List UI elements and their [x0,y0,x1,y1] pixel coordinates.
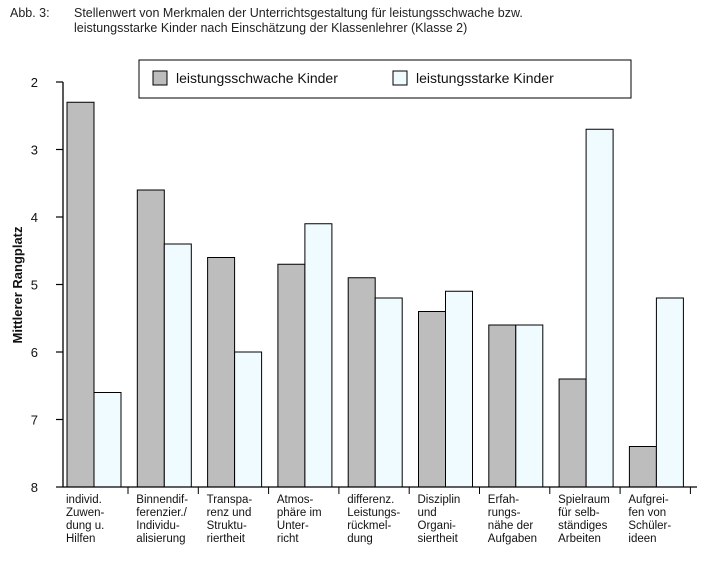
x-tick-label-line: siertheit [418,533,459,545]
x-axis-tick-labels: individ. Zuwen-dung u. Hilfen Binnendif-fer… [66,487,691,545]
x-tick-label-line: dung u. [66,520,104,532]
figure-label: Abb. 3: [10,6,50,20]
x-tick-label: Erfah-rungs-nähe der Aufgaben [488,494,537,545]
legend-swatch-weak [152,70,168,86]
x-tick-label-line: Organi- [418,520,457,532]
bar-strong [374,297,403,488]
legend: leistungsschwache Kinder leistungsstarke… [138,59,632,99]
bar-strong [655,297,684,488]
y-tick-label: 2 [31,75,38,90]
x-tick-label-line: ständiges [558,520,607,532]
x-tick-label-line: Schüler- [628,520,671,532]
x-tick-label-line: und [418,507,437,519]
x-tick-label: Transpa-renz und Struktu-riertheit [207,494,253,545]
legend-label-strong: leistungsstarke Kinder [416,70,554,86]
y-axis-label: Mittlerer Rangplatz [10,226,25,344]
x-tick-label: Binnendif-ferenzier./Individu-alisierung [136,494,188,545]
x-tick-label-line: richt [277,533,300,545]
bar-weak [488,324,517,488]
x-tick-label-line: Zuwen- [66,507,105,519]
y-axis-ticks: 2 3 4 5 6 7 8 [31,75,63,495]
figure-title-line-1: Stellenwert von Merkmalen der Unterricht… [74,6,523,20]
bar-strong [93,392,122,488]
x-tick-label-line: phäre im [277,507,322,519]
x-tick-label-line: nähe der [488,520,534,532]
bar-strong [304,223,333,488]
bar-weak [347,277,376,488]
y-tick-label: 5 [31,278,38,293]
x-tick-label-line: individ. [66,494,102,506]
x-tick-label-line: riertheit [207,533,246,545]
x-tick-label-line: rückmel- [347,520,391,532]
x-tick-label-line: Arbeiten [558,533,601,545]
x-tick-label-line: Leistungs- [347,507,400,519]
y-tick-label: 6 [31,345,38,360]
x-tick-label-line: Erfah- [488,494,519,506]
bar-weak [66,101,95,488]
x-tick-label-line: Unter- [277,520,309,532]
bar-strong [515,324,544,488]
legend-swatch-strong [392,70,408,86]
bar-weak [277,263,306,488]
x-tick-label-line: alisierung [136,533,185,545]
x-tick-label-line: renz und [207,507,252,519]
x-tick-label-line: dung [347,533,373,545]
y-tick-label: 4 [31,210,38,225]
x-tick-label-line: differenz. [347,494,394,506]
bar-strong [234,351,263,488]
bars [66,101,684,488]
bar-strong [585,128,614,488]
x-tick-label: individ. Zuwen-dung u. Hilfen [66,494,105,545]
x-tick-label-line: Struktu- [207,520,247,532]
figure-title: Stellenwert von Merkmalen der Unterricht… [74,6,694,36]
bar-weak [136,189,165,488]
legend-label-weak: leistungsschwache Kinder [176,70,338,86]
bar-strong [445,290,473,488]
x-tick-label-line: rungs- [488,507,521,519]
x-tick-label-line: ferenzier./ [136,507,187,519]
x-tick-label-line: Disziplin [418,494,461,506]
x-tick-label-line: Hilfen [66,533,95,545]
x-tick-label: differenz. Leistungs-rückmel-dung [347,494,400,545]
x-tick-label-line: Binnendif- [136,494,188,506]
x-tick-label-line: Spielraum [558,494,610,506]
x-tick-label: Aufgrei-fen von Schüler-ideen [628,494,671,545]
x-tick-label-line: Aufgaben [488,533,537,545]
x-tick-label-line: für selb- [558,507,600,519]
x-tick-label-line: Transpa- [207,494,253,506]
bar-weak [207,257,236,488]
bar-weak [558,378,587,488]
legend-box [138,59,632,99]
y-tick-label: 3 [31,143,38,158]
y-tick-label: 8 [31,480,38,495]
x-tick-label-line: Aufgrei- [628,494,668,506]
x-tick-label-line: fen von [628,507,666,519]
x-tick-label: Atmos-phäre im Unter-richt [277,494,322,545]
x-tick-label: Disziplin und Organi-siertheit [418,494,461,545]
y-tick-label: 7 [31,413,38,428]
bar-weak [418,311,446,488]
figure-title-line-2: leistungsstarke Kinder nach Einschätzung… [74,21,468,35]
x-tick-label-line: Atmos- [277,494,314,506]
bar-weak [628,446,657,488]
bar-strong [163,243,192,488]
x-tick-label: Spielraum für selb-ständiges Arbeiten [558,494,610,545]
x-tick-label-line: ideen [628,533,656,545]
x-tick-label-line: Individu- [136,520,180,532]
